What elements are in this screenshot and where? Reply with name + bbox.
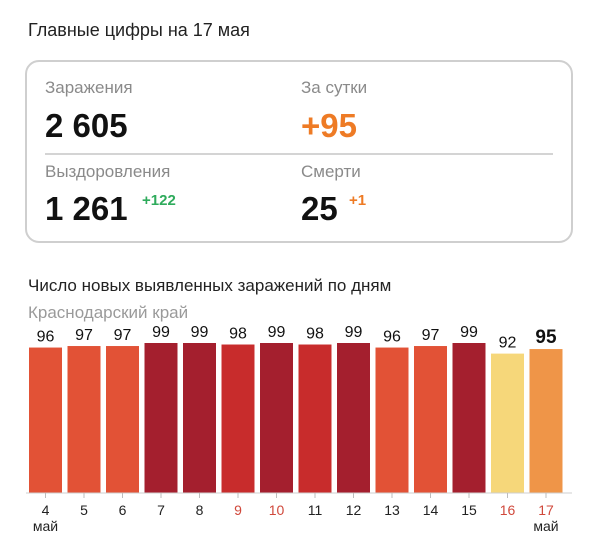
data-label-10: 99 xyxy=(268,324,286,341)
x-tick-label-13: 13 xyxy=(384,502,400,518)
bar-7 xyxy=(144,343,178,493)
x-tick-label-6: 6 xyxy=(119,502,127,518)
data-label-7: 99 xyxy=(152,324,170,341)
x-tick-label-15: 15 xyxy=(461,502,477,518)
page-title: Главные цифры на 17 мая xyxy=(28,20,250,40)
data-label-14: 97 xyxy=(422,327,440,344)
x-month-label-last: май xyxy=(533,518,558,534)
x-tick-label-10: 10 xyxy=(269,502,285,518)
stats-card: Заражения 2 605 За сутки +95 Выздоровлен… xyxy=(25,60,573,243)
x-month-label-first: май xyxy=(33,518,58,534)
x-tick-label-7: 7 xyxy=(157,502,165,518)
bar-11 xyxy=(298,344,332,493)
data-label-9: 98 xyxy=(229,326,247,343)
data-label-8: 99 xyxy=(191,324,209,341)
deaths-delta: +1 xyxy=(349,192,367,209)
x-tick-label-17: 17 xyxy=(538,502,554,518)
bar-6 xyxy=(106,346,139,493)
bar-8 xyxy=(183,343,216,493)
bar-9 xyxy=(221,344,255,493)
data-label-12: 99 xyxy=(345,324,363,341)
x-tick-label-5: 5 xyxy=(80,502,88,518)
bar-15 xyxy=(452,343,486,493)
deaths-value: 25 xyxy=(301,190,338,227)
x-tick-label-11: 11 xyxy=(308,502,323,518)
data-label-13: 96 xyxy=(383,329,401,346)
data-label-15: 99 xyxy=(460,324,478,341)
per-day-value: +95 xyxy=(301,107,357,144)
recoveries-label: Выздоровления xyxy=(45,162,171,181)
bar-10 xyxy=(260,343,293,493)
x-tick-label-4: 4 xyxy=(42,502,50,518)
bar-13 xyxy=(375,347,409,493)
data-label-16: 92 xyxy=(499,335,517,352)
x-tick-label-14: 14 xyxy=(423,502,439,518)
deaths-label: Смерти xyxy=(301,162,361,181)
bar-4 xyxy=(29,347,62,493)
data-label-11: 98 xyxy=(306,326,324,343)
bar-16 xyxy=(491,353,524,493)
data-label-6: 97 xyxy=(114,327,132,344)
x-tick-label-9: 9 xyxy=(234,502,242,518)
bar-12 xyxy=(337,343,370,493)
bar-5 xyxy=(67,346,101,493)
infections-value: 2 605 xyxy=(45,107,128,144)
card-divider xyxy=(45,153,553,155)
x-tick-label-16: 16 xyxy=(500,502,516,518)
bar-14 xyxy=(414,346,447,493)
chart-title: Число новых выявленных заражений по дням xyxy=(28,276,392,295)
recoveries-delta: +122 xyxy=(142,192,176,209)
x-tick-label-12: 12 xyxy=(346,502,362,518)
infections-label: Заражения xyxy=(45,78,133,97)
bar-chart: 96 97 97 99 99 98 99 98 99 96 97 99 92 95 4 5 6 7 8 9 10 11 12… xyxy=(26,324,572,534)
chart-subtitle: Краснодарский край xyxy=(28,303,189,322)
per-day-label: За сутки xyxy=(301,78,368,97)
bar-17 xyxy=(529,349,563,493)
recoveries-value: 1 261 xyxy=(45,190,128,227)
data-label-5: 97 xyxy=(75,327,93,344)
x-tick-label-8: 8 xyxy=(196,502,204,518)
data-label-17: 95 xyxy=(535,327,557,348)
data-label-4: 96 xyxy=(37,329,55,346)
